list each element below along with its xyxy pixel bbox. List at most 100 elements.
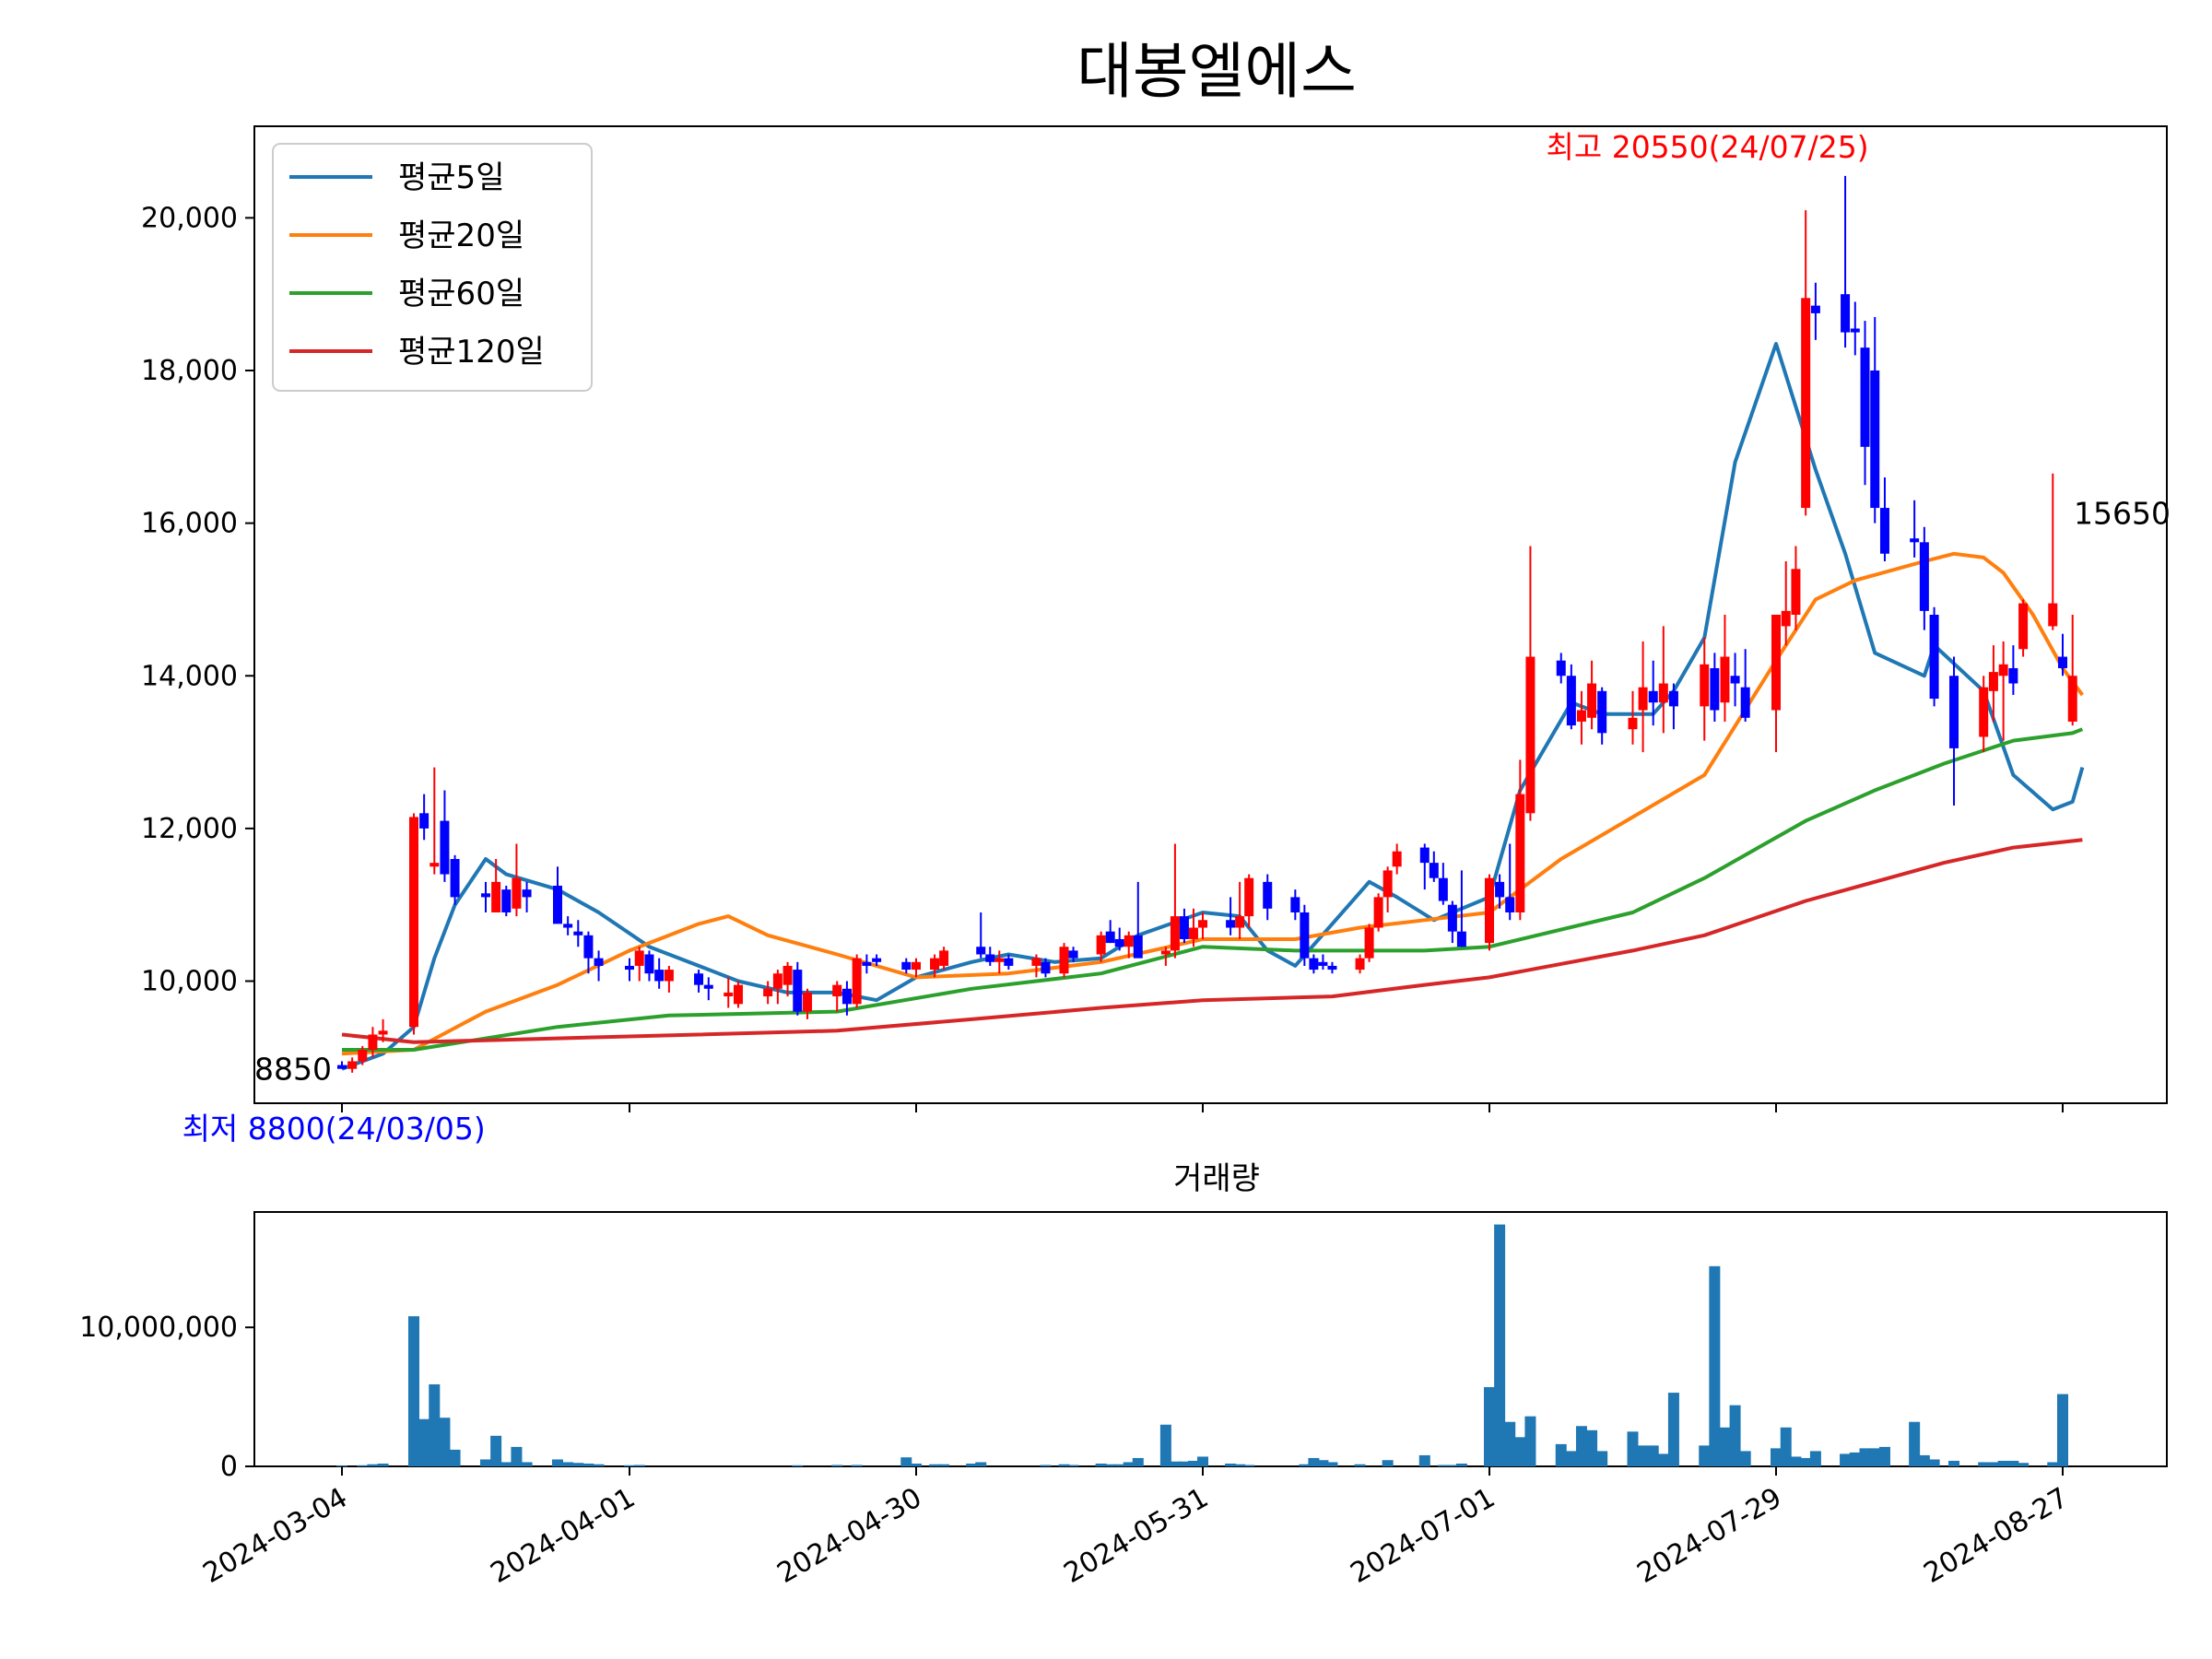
- volume-bar: [1455, 1463, 1467, 1466]
- candle: [1041, 958, 1051, 978]
- candle-body: [1910, 538, 1920, 543]
- candle-body: [654, 970, 665, 982]
- candle: [2067, 615, 2077, 726]
- volume-plot-frame: [253, 1211, 2168, 1467]
- volume-bar: [1040, 1465, 1052, 1466]
- candle-body: [450, 859, 460, 898]
- candle-body: [1373, 897, 1383, 928]
- price-y-axis: 10,000 12,000 14,000 16,000 18,000 20,000: [141, 202, 254, 998]
- volume-bar: [2007, 1460, 2019, 1466]
- candle-body: [793, 970, 803, 1012]
- candle-body: [862, 961, 872, 966]
- candle-body: [644, 954, 654, 974]
- candle: [1710, 653, 1720, 722]
- volume-bar: [1299, 1464, 1311, 1466]
- volume-bar: [449, 1449, 461, 1466]
- volume-bar: [1555, 1443, 1567, 1466]
- candle-body: [429, 863, 440, 867]
- candle: [1235, 881, 1245, 939]
- volume-bar: [2018, 1463, 2030, 1466]
- legend-label: 평균60일: [398, 276, 524, 312]
- volume-bar: [439, 1418, 451, 1466]
- candle-body: [1525, 656, 1535, 814]
- volume-plot: 0 10,000,000 2024-03-04 2024-04-01 2024-04-…: [79, 1211, 2168, 1590]
- candle-body: [501, 889, 512, 912]
- candle-body: [1160, 950, 1171, 955]
- candle: [1628, 690, 1638, 745]
- candle: [832, 981, 842, 1012]
- candle: [724, 977, 734, 1008]
- low-annotation: 최저 8800(24/03/05): [182, 1111, 486, 1147]
- price-y-tick-label: 16,000: [141, 508, 238, 540]
- candle: [1068, 947, 1078, 962]
- candle-body: [1355, 958, 1365, 971]
- volume-bar: [2057, 1394, 2068, 1466]
- candle-body: [573, 931, 583, 935]
- volume-bar: [408, 1316, 419, 1466]
- volume-bar: [831, 1465, 843, 1466]
- candle: [1505, 843, 1515, 921]
- candle-body: [1597, 690, 1607, 734]
- moving-average-line: [342, 727, 2084, 1052]
- high-annotation: 최고 20550(24/07/25): [1546, 129, 1868, 165]
- candle: [1105, 920, 1115, 944]
- candle-body: [1668, 690, 1678, 707]
- candle: [594, 950, 604, 982]
- volume-bar: [1997, 1460, 2009, 1466]
- candle-body: [1720, 656, 1730, 703]
- candle: [1648, 660, 1658, 726]
- candle: [1133, 881, 1143, 959]
- candle-body: [1850, 328, 1860, 333]
- volume-bar: [1596, 1451, 1608, 1466]
- legend-entry: 평균60일: [289, 276, 524, 312]
- candle-body: [1004, 958, 1014, 966]
- volume-bar: [480, 1459, 491, 1466]
- candle-body: [1870, 371, 1880, 509]
- candle-body: [491, 881, 501, 912]
- candle: [1998, 641, 2008, 741]
- legend-entry: 평균20일: [289, 218, 524, 254]
- volume-bar: [1849, 1452, 1861, 1466]
- candle: [583, 931, 594, 974]
- candle: [1700, 637, 1710, 741]
- candle-body: [1648, 690, 1658, 703]
- candle-body: [419, 813, 429, 829]
- volume-bar: [1234, 1464, 1246, 1466]
- candle: [522, 881, 532, 912]
- legend-label: 평균120일: [398, 334, 545, 371]
- candle: [664, 965, 674, 993]
- candle: [419, 794, 429, 841]
- candle: [1841, 175, 1851, 348]
- candle: [912, 958, 921, 978]
- volume-x-axis: 2024-03-04 2024-04-01 2024-04-30 2024-05-31…: [198, 1466, 2074, 1590]
- volume-bar: [1187, 1460, 1199, 1466]
- candle: [654, 958, 665, 989]
- candle-body: [1638, 687, 1648, 711]
- volume-bar: [1382, 1460, 1394, 1466]
- candle: [872, 954, 882, 966]
- volume-bar: [624, 1465, 635, 1466]
- candle: [644, 950, 654, 982]
- volume-bar: [938, 1464, 950, 1466]
- candle: [939, 947, 949, 971]
- candle-body: [994, 958, 1005, 962]
- candle-body: [1587, 683, 1597, 718]
- candle: [841, 981, 852, 1016]
- candle: [930, 954, 940, 978]
- candle: [1226, 897, 1236, 935]
- candle: [1638, 641, 1648, 753]
- candle-body: [782, 965, 793, 985]
- volume-bar: [1308, 1457, 1320, 1466]
- volume-x-tick-label: 2024-03-04: [198, 1482, 353, 1590]
- candle-body: [583, 935, 594, 959]
- candle: [1198, 912, 1207, 939]
- volume-y-tick-label: 0: [220, 1451, 238, 1483]
- candle-body: [1198, 920, 1207, 928]
- volume-x-tick-label: 2024-07-29: [1632, 1482, 1787, 1590]
- volume-bar: [1575, 1426, 1587, 1466]
- candle: [1485, 874, 1494, 951]
- candle: [793, 961, 803, 1016]
- volume-bar: [1909, 1421, 1921, 1466]
- candle-body: [481, 893, 490, 898]
